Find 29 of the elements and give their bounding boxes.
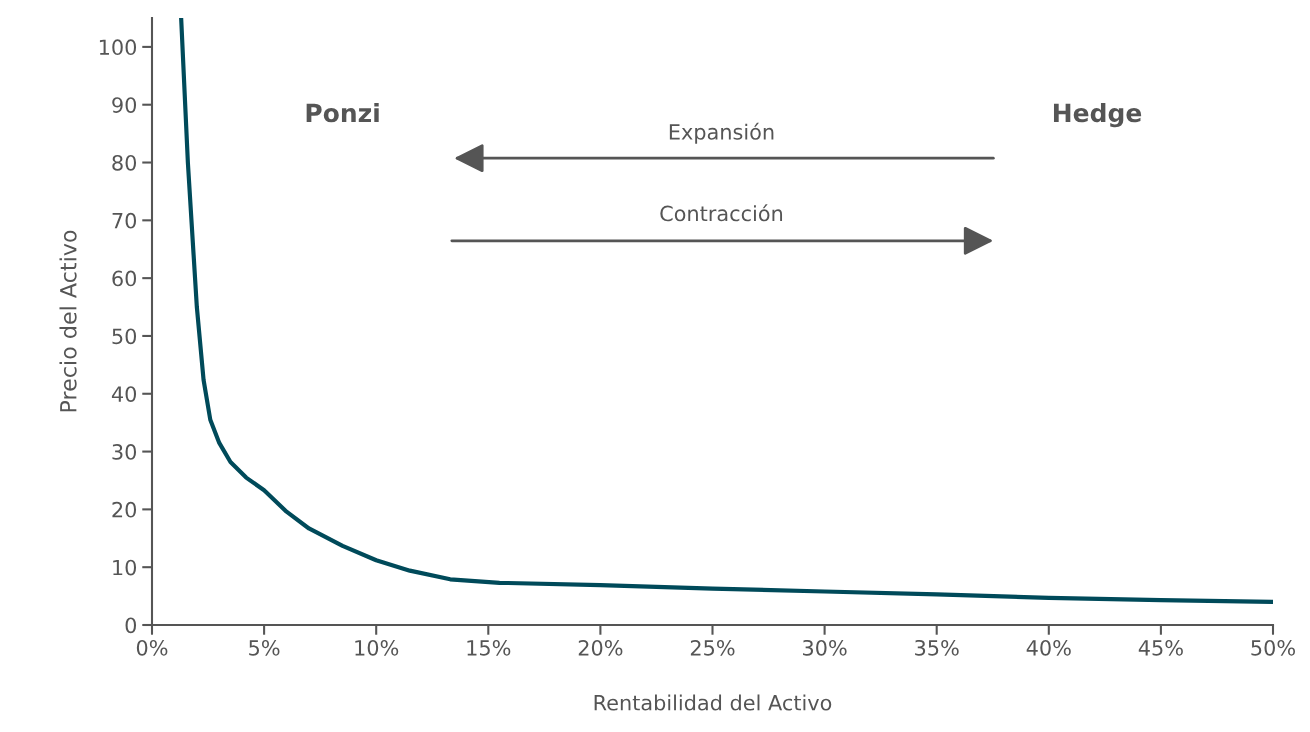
x-tick-label: 25%	[690, 639, 735, 656]
y-axis-title: Precio del Activo	[59, 230, 77, 412]
x-tick-label: 45%	[1138, 639, 1183, 656]
y-tick-label: 70	[112, 212, 137, 229]
x-axis-title: Rentabilidad del Activo	[594, 694, 832, 711]
y-tick-label: 50	[112, 328, 137, 345]
annotation: Expansión	[669, 122, 774, 144]
x-tick-label: 40%	[1026, 639, 1071, 656]
annotation: Contracción	[660, 204, 783, 222]
annotation: Ponzi	[306, 103, 379, 123]
y-tick-label: 60	[112, 270, 137, 287]
x-tick-label: 5%	[249, 639, 280, 656]
y-tick-label: 20	[112, 501, 137, 518]
x-tick-label: 35%	[915, 639, 959, 656]
y-tick-label: 0	[125, 617, 137, 634]
annotation: Hedge	[1053, 102, 1142, 128]
x-tick-label: 0%	[136, 639, 168, 656]
x-tick-label: 20%	[578, 639, 623, 656]
x-tick-label: 50%	[1251, 639, 1295, 656]
x-tick-label: 15%	[467, 639, 511, 656]
x-tick-label: 10%	[355, 639, 399, 656]
y-tick-label: 100	[99, 39, 137, 56]
y-tick-label: 90	[112, 97, 137, 113]
y-tick-label: 30	[112, 444, 137, 460]
line-series	[179, 18, 1273, 604]
y-tick-label: 80	[112, 154, 137, 171]
y-tick-label: 10	[113, 559, 137, 576]
x-tick-label: 30%	[803, 639, 847, 656]
y-tick-label: 40	[111, 386, 137, 402]
